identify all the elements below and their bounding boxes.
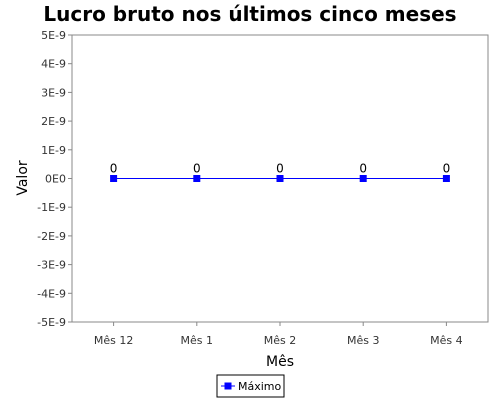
x-tick-label: Mês 2 [264,334,296,347]
y-tick-label: 3E-9 [41,86,66,99]
y-axis-label: Valor [15,160,31,196]
x-tick-label: Mês 1 [181,334,213,347]
x-axis-label: Mês [266,354,294,370]
y-tick-label: -2E-9 [37,230,66,243]
data-point [110,175,118,182]
data-point [276,175,284,182]
legend-box [216,374,285,398]
data-label: 0 [276,162,284,176]
data-label: 0 [193,162,201,176]
data-label: 0 [359,162,367,176]
data-point [442,175,450,182]
y-tick-label: 1E-9 [41,144,66,157]
y-tick-label: -1E-9 [37,201,66,214]
data-label: 0 [110,162,118,176]
y-tick-label: -4E-9 [37,287,66,300]
x-tick-label: Mês 4 [430,334,462,347]
data-point [359,175,367,182]
x-tick-label: Mês 3 [347,334,379,347]
y-tick-label: 0E0 [45,173,66,186]
y-tick-label: -3E-9 [37,259,66,272]
y-tick-label: 2E-9 [41,115,66,128]
legend-label: Máximo [238,380,282,393]
legend: Máximo [216,374,285,398]
chart-title: Lucro bruto nos últimos cinco meses [43,2,457,26]
y-tick-label: -5E-9 [37,316,66,329]
y-tick-label: 4E-9 [41,58,66,71]
data-label: 0 [443,162,451,176]
y-tick-label: 5E-9 [41,29,66,42]
legend-marker [224,382,232,390]
data-point [193,175,201,182]
x-tick-label: Mês 12 [94,334,133,347]
